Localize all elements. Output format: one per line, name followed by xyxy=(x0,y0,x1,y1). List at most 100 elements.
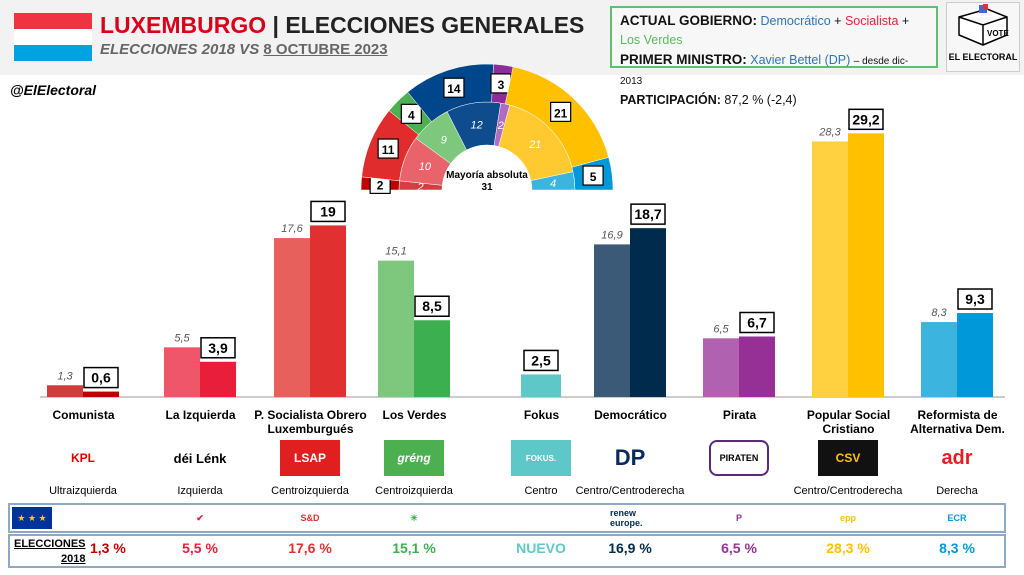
eu-group-icon: epp xyxy=(839,513,856,523)
party-label: La Izquierda xyxy=(165,408,236,422)
pct-2018: 5,5 % xyxy=(182,540,218,556)
eu-group-icon: S&D xyxy=(300,513,320,523)
e18-label: ELECCIONES 2018 xyxy=(14,537,86,567)
pct-2018: 15,1 % xyxy=(392,540,436,556)
bar-2023 xyxy=(414,320,450,397)
ideology-label: Centro/Centroderecha xyxy=(575,485,685,497)
eu-group-icon: ☀ xyxy=(409,512,419,523)
bar-2023 xyxy=(957,313,993,397)
seat-label-2023: 14 xyxy=(447,82,461,96)
seat-label-2018: 12 xyxy=(470,119,482,131)
majority-value: 31 xyxy=(481,182,493,193)
el-electoral-logo: VOTE EL ELECTORAL xyxy=(946,2,1020,72)
party-label: Comunista xyxy=(52,408,115,422)
pct-2018: 17,6 % xyxy=(288,540,332,556)
label-2018: 17,6 xyxy=(281,223,303,235)
bar-2023 xyxy=(521,374,561,397)
pct-2018: NUEVO xyxy=(516,540,566,556)
label-2018: 8,3 xyxy=(931,307,947,319)
bar-2023 xyxy=(200,361,236,397)
bar-2023 xyxy=(739,336,775,397)
pct-2018: 28,3 % xyxy=(826,540,870,556)
party-label: Popular Social Cristiano xyxy=(806,408,891,436)
party-logo-icon: déi Lénk xyxy=(173,450,227,466)
eu-flag-icon: ★ ★ ★ xyxy=(12,507,52,529)
label-2023-box xyxy=(310,200,346,223)
gov-label: ACTUAL GOBIERNO: xyxy=(620,13,757,28)
label-2018: 15,1 xyxy=(385,246,406,258)
twitter-handle: @ElElectoral xyxy=(10,82,97,98)
pct-2018: 6,5 % xyxy=(721,540,757,556)
pct-2018: 8,3 % xyxy=(939,540,975,556)
gov-party: Socialista xyxy=(844,14,899,28)
vote-text: VOTE xyxy=(987,29,1009,38)
seat-label-2023: 2 xyxy=(377,178,384,192)
bar-2018 xyxy=(594,244,630,397)
seat-label-2023: 21 xyxy=(554,106,568,120)
luxembourg-flag-icon xyxy=(14,13,92,61)
label-2018: 5,5 xyxy=(174,332,190,344)
seat-label-box xyxy=(582,165,604,186)
party-logo-icon: PIRATEN xyxy=(709,440,769,476)
gov-party: Democrático xyxy=(760,14,831,28)
seat-label-2018: 2 xyxy=(417,182,424,194)
header: LUXEMBURGO | ELECCIONES GENERALES ELECCI… xyxy=(0,0,1024,107)
logo-name: EL ELECTORAL xyxy=(948,52,1018,62)
bar-2023 xyxy=(630,228,666,397)
label-2023-box xyxy=(739,311,775,334)
bar-2018 xyxy=(921,322,957,397)
label-2023-box xyxy=(848,108,884,131)
party-logo-icon: adr xyxy=(941,446,973,469)
plus: + xyxy=(901,14,910,28)
plus: + xyxy=(834,14,842,28)
label-2023-box xyxy=(200,337,236,359)
label-2023-box xyxy=(414,295,450,317)
label-2023: 6,7 xyxy=(747,314,767,330)
seat-label-2023: 4 xyxy=(408,108,415,122)
seat-label-box xyxy=(400,103,422,124)
bar-2023 xyxy=(310,225,346,397)
elections-2018-row: ELECCIONES 2018 xyxy=(8,534,1006,568)
pct-2018: 16,9 % xyxy=(608,540,652,556)
turnout-value: 87,2 % (-2,4) xyxy=(724,93,797,107)
government-box: ACTUAL GOBIERNO: Democrático + Socialist… xyxy=(610,6,938,107)
seat-label-box xyxy=(443,77,465,98)
ballot-box-icon: VOTE xyxy=(958,4,1009,46)
party-logo-icon: CSV xyxy=(818,440,878,476)
seat-label-2023: 3 xyxy=(498,78,505,92)
label-2018: 28,3 xyxy=(818,126,841,138)
party-label: Pirata xyxy=(722,408,757,422)
ideology-label: Derecha xyxy=(936,485,978,497)
pm-since: – desde dic-2013 xyxy=(620,56,909,87)
majority-label: Mayoría absoluta xyxy=(446,170,528,181)
ideology-label: Ultraizquierda xyxy=(49,485,117,497)
label-2018: 16,9 xyxy=(601,229,622,241)
eu-group-icon: ECR xyxy=(947,513,967,523)
bar-2018 xyxy=(378,260,414,397)
label-2023: 19 xyxy=(320,203,336,219)
label-2023: 2,5 xyxy=(531,352,551,368)
seat-label-2018: 21 xyxy=(528,139,541,151)
bar-2023 xyxy=(83,391,119,397)
party-label: Democrático xyxy=(594,408,667,422)
label-2023: 18,7 xyxy=(634,206,661,222)
pm-label: PRIMER MINISTRO: xyxy=(620,52,747,67)
eu-group-icon: P xyxy=(735,513,742,523)
ideology-label: Centro/Centroderecha xyxy=(793,485,903,497)
label-2018: 1,3 xyxy=(57,370,73,382)
label-2023-box xyxy=(523,349,559,372)
gov-party: Los Verdes xyxy=(620,33,683,47)
ideology-label: Centroizquierda xyxy=(375,485,453,497)
label-2023-box xyxy=(83,366,119,389)
ideology-label: Centroizquierda xyxy=(271,485,349,497)
party-logo-icon: KPL xyxy=(71,451,95,465)
bar-2018 xyxy=(812,141,848,397)
pct-2018: 1,3 % xyxy=(90,540,126,556)
seat-label-box xyxy=(550,101,572,122)
label-2023: 29,2 xyxy=(852,111,879,127)
e18-label-a: ELECCIONES xyxy=(14,538,86,550)
seat-label-2018: 2 xyxy=(497,120,504,132)
label-2023-box xyxy=(957,288,993,310)
seat-label-box xyxy=(377,138,399,159)
eu-group-icon: renew europe. xyxy=(610,508,643,528)
